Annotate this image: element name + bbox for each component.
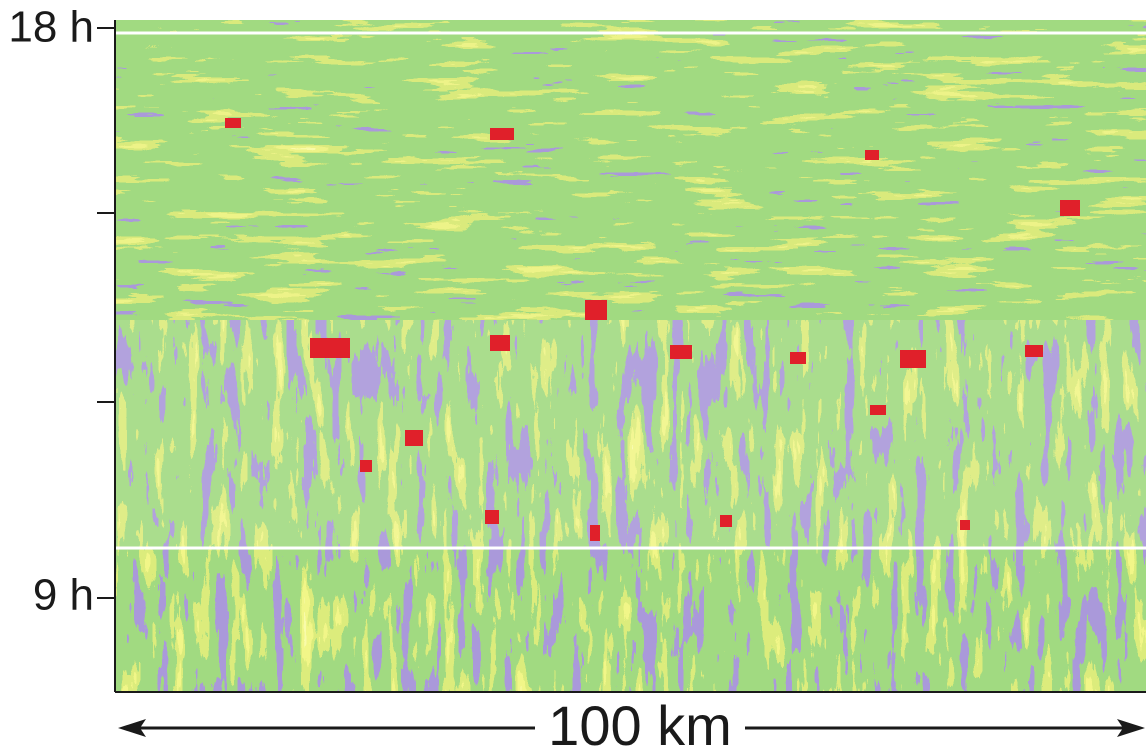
space-time-image [116, 20, 1146, 692]
spot [960, 520, 970, 530]
spot [590, 525, 600, 541]
texture-bottom [116, 550, 1146, 692]
spot [360, 460, 372, 472]
figure: 18 h 9 h 100 km [0, 0, 1148, 752]
spot [310, 338, 350, 358]
scale-bar-label: 100 km [548, 694, 732, 752]
texture-middle [116, 320, 1146, 550]
spot [720, 515, 732, 527]
page: 18 h 9 h 100 km (() => { const data = JS… [0, 0, 1148, 752]
spot [490, 335, 510, 351]
spot [670, 345, 692, 359]
spot [900, 350, 926, 368]
spot [865, 150, 879, 160]
y-label-bottom: 9 h [33, 571, 94, 620]
spot [225, 118, 241, 128]
spot [1025, 345, 1043, 357]
y-label-top: 18 h [8, 3, 94, 52]
spot [585, 300, 607, 320]
spot [490, 128, 514, 140]
spot [405, 430, 423, 446]
spot [870, 405, 886, 415]
spot [485, 510, 499, 524]
spot [790, 352, 806, 364]
spot [1060, 200, 1080, 216]
texture-top [116, 20, 1146, 320]
scale-bar: 100 km [118, 694, 1145, 752]
